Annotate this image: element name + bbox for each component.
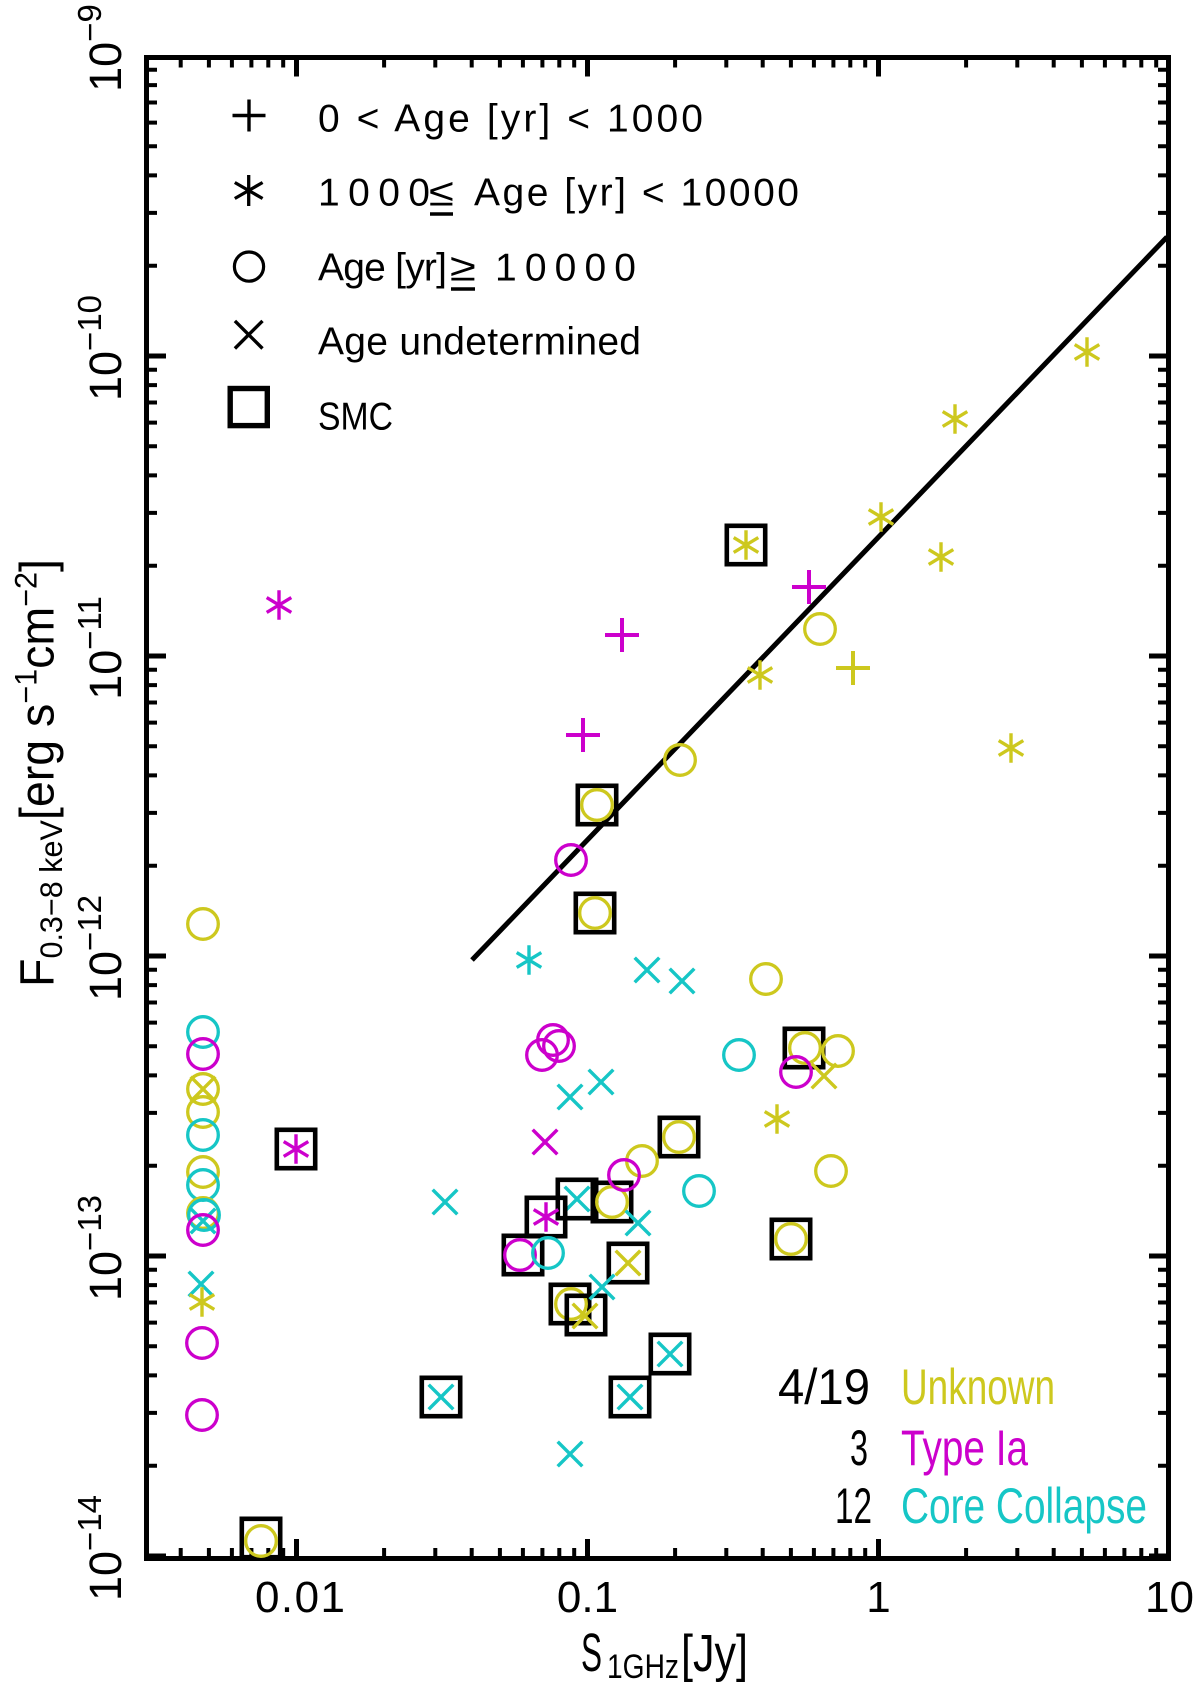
svg-text:SMC: SMC: [318, 396, 393, 439]
svg-text:1: 1: [866, 1573, 890, 1622]
svg-text:12: 12: [835, 1478, 872, 1534]
svg-text:Unknown: Unknown: [901, 1359, 1055, 1415]
svg-text:Type Ia: Type Ia: [901, 1420, 1028, 1476]
svg-text:Age [yr] < 10000: Age [yr] < 10000: [474, 172, 799, 215]
svg-text:S: S: [581, 1623, 602, 1683]
svg-text:10−11: 10−11: [71, 596, 131, 700]
svg-text:Core Collapse: Core Collapse: [901, 1478, 1147, 1534]
svg-text:10−12: 10−12: [71, 895, 131, 1001]
svg-text:1000: 1000: [318, 172, 430, 215]
svg-text:0 < Age [yr] < 1000: 0 < Age [yr] < 1000: [318, 98, 703, 141]
svg-text:10−14: 10−14: [71, 1495, 131, 1601]
svg-text:≥: ≥: [450, 247, 476, 290]
svg-text:3: 3: [850, 1420, 868, 1476]
svg-text:10−9: 10−9: [71, 4, 131, 92]
svg-text:10: 10: [1145, 1573, 1194, 1622]
svg-text:4/19: 4/19: [778, 1359, 870, 1415]
svg-text:10000: 10000: [495, 247, 636, 290]
svg-text:≤: ≤: [429, 172, 454, 215]
svg-text:10−13: 10−13: [71, 1195, 131, 1301]
svg-text:10−10: 10−10: [71, 295, 131, 401]
svg-text:Age undetermined: Age undetermined: [318, 321, 641, 364]
svg-text:0.01: 0.01: [255, 1573, 345, 1622]
svg-text:1GHz: 1GHz: [607, 1648, 679, 1686]
svg-text:Age [yr]: Age [yr]: [318, 247, 447, 290]
svg-text:F0.3−8 keV[erg s−1cm−2]: F0.3−8 keV[erg s−1cm−2]: [8, 559, 70, 987]
svg-text:0.1: 0.1: [557, 1573, 618, 1622]
svg-text:[Jy]: [Jy]: [681, 1625, 748, 1683]
